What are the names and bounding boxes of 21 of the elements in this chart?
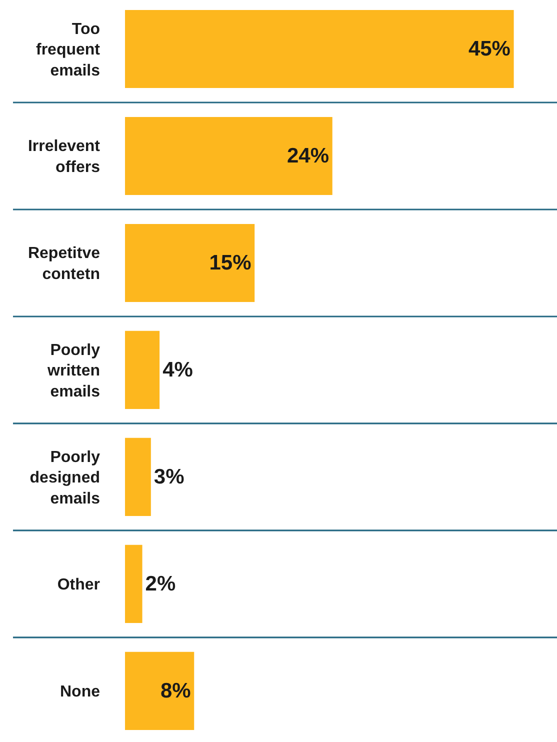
data-label: 8%	[160, 679, 192, 702]
bar	[125, 10, 514, 88]
y-tick-label: None	[60, 684, 100, 701]
bar	[125, 438, 151, 516]
data-label: 24%	[287, 144, 330, 168]
y-tick-label: Other	[57, 576, 100, 594]
bar	[125, 544, 142, 624]
y-tick-label: Irrelevent offers	[28, 138, 101, 176]
bar	[125, 224, 255, 302]
bar	[125, 116, 332, 196]
data-label: 2%	[145, 572, 176, 596]
y-tick-label: Repetitve contetn	[28, 245, 100, 283]
y-tick-label: Poorly written emails	[46, 342, 100, 400]
y-tick-label: Too frequent emails	[36, 20, 101, 80]
data-label: 4%	[162, 358, 194, 382]
bar	[125, 652, 194, 730]
data-label: 3%	[154, 465, 185, 488]
data-label: 15%	[209, 251, 252, 274]
data-label: 45%	[468, 38, 511, 61]
y-tick-label: Poorly designed emails	[30, 448, 100, 508]
bar	[125, 330, 160, 410]
